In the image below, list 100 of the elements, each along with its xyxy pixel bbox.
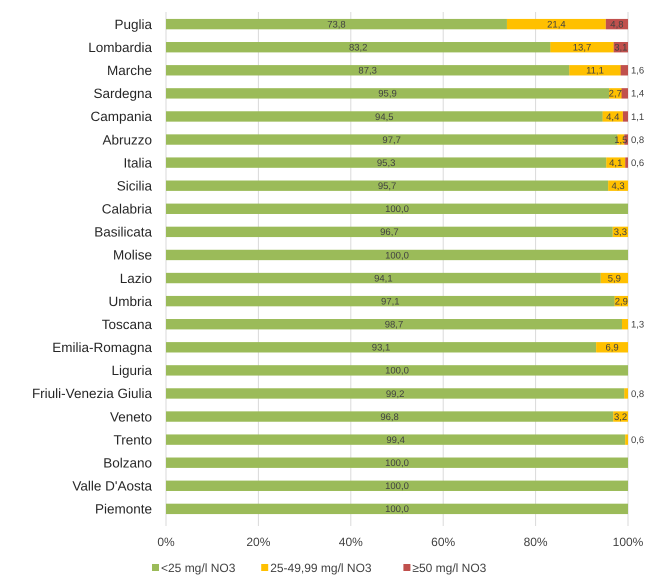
data-label: 73,8: [327, 19, 346, 30]
x-tick-label: 100%: [612, 535, 644, 550]
data-label: 100,0: [385, 504, 409, 516]
y-tick-label: Piemonte: [94, 502, 152, 517]
bar: [166, 411, 614, 422]
data-label: 93,1: [372, 342, 390, 354]
bar: [166, 296, 615, 306]
bar: [622, 88, 628, 99]
data-label: 97,1: [381, 296, 400, 308]
bar: [166, 388, 624, 399]
bar: [166, 226, 613, 238]
data-label: 13,7: [572, 42, 592, 54]
bar: [166, 157, 606, 168]
data-label: 97,7: [382, 134, 401, 146]
y-tick-label: Liguria: [111, 363, 152, 378]
data-label: 2,7: [608, 88, 622, 100]
bar: [166, 342, 596, 352]
bar: [625, 157, 628, 168]
x-tick-label: 80%: [524, 535, 548, 550]
y-tick-label: Lombardia: [88, 40, 152, 55]
data-label: 95,9: [378, 88, 397, 100]
x-tick-label: 20%: [246, 535, 271, 550]
data-label: 3,2: [614, 412, 628, 423]
data-label: 6,9: [605, 342, 619, 354]
data-label: 2,9: [614, 296, 628, 308]
data-label: 87,3: [358, 66, 377, 77]
data-label: 100,0: [385, 250, 409, 262]
data-label: 4,1: [609, 158, 622, 169]
y-tick-label: Bolzano: [103, 455, 152, 470]
y-tick-label: Puglia: [114, 16, 152, 32]
bar: [166, 18, 507, 30]
y-tick-label: Basilicata: [94, 224, 152, 240]
y-tick-label: Friuli-Venezia Giulia: [32, 386, 152, 402]
y-tick-label: Valle D'Aosta: [72, 478, 152, 494]
data-label: 4,3: [611, 181, 625, 192]
data-label: 100,0: [385, 366, 409, 377]
bar: [622, 111, 628, 122]
data-label: 100,0: [385, 204, 409, 216]
y-tick-label: Trento: [113, 432, 152, 448]
data-label: 100,0: [385, 481, 409, 492]
y-tick-label: Marche: [106, 63, 152, 78]
data-label: 0,6: [631, 434, 644, 446]
x-tick-label: 0%: [157, 535, 175, 550]
y-tick-label: Emilia-Romagna: [52, 340, 152, 356]
y-tick-label: Sardegna: [93, 86, 152, 102]
y-tick-label: Calabria: [102, 202, 152, 217]
bar: [166, 250, 628, 260]
data-label: 3,3: [614, 227, 627, 238]
data-label: 100,0: [385, 458, 409, 470]
data-label: 96,7: [380, 227, 399, 238]
bar: [166, 65, 570, 76]
bar: [166, 204, 628, 214]
x-tick-label: 60%: [431, 535, 456, 550]
data-label: 0,8: [631, 388, 644, 400]
data-label: 95,3: [376, 158, 396, 169]
y-tick-label: Umbria: [108, 294, 152, 309]
bar: [166, 111, 603, 122]
y-tick-label: Veneto: [110, 409, 152, 424]
bar: [166, 319, 622, 330]
y-tick-label: Toscana: [102, 316, 152, 332]
data-label: 5,9: [608, 273, 621, 284]
legend-label: 25-49,99 mg/l NO3: [270, 561, 372, 576]
bar: [166, 42, 550, 52]
y-tick-label: Molise: [112, 248, 152, 263]
y-tick-label: Campania: [90, 109, 152, 124]
bar: [624, 388, 628, 399]
data-label: 99,2: [386, 388, 404, 400]
bar: [622, 319, 628, 330]
y-tick-label: Lazio: [120, 270, 152, 286]
bar: [569, 65, 621, 76]
bar: [506, 18, 606, 30]
data-label: 21,4: [547, 19, 566, 30]
y-tick-label: Italia: [123, 155, 152, 170]
bar: [166, 434, 626, 445]
y-tick-label: Abruzzo: [102, 132, 152, 148]
legend-label: ≥50 mg/l NO3: [412, 561, 487, 576]
bar: [625, 434, 628, 445]
data-label: 1,4: [631, 88, 644, 100]
data-label: 94,5: [375, 112, 394, 123]
data-label: 98,7: [384, 320, 404, 331]
data-label: 4,4: [606, 112, 620, 123]
data-label: 99,4: [386, 434, 405, 446]
y-tick-label: Sicilia: [116, 178, 152, 194]
x-tick-label: 40%: [338, 535, 364, 550]
data-label: 0,8: [631, 134, 644, 146]
data-label: 0,6: [631, 158, 644, 169]
data-label: 11,1: [586, 66, 604, 77]
bar: [166, 365, 628, 376]
bar: [166, 272, 601, 284]
data-label: 1,3: [631, 320, 644, 331]
data-label: 83,2: [348, 42, 368, 54]
legend-label: <25 mg/l NO3: [161, 561, 236, 576]
bar: [166, 480, 628, 491]
data-label: 3,1: [614, 42, 628, 54]
data-label: 94,1: [374, 273, 393, 284]
bar: [166, 88, 610, 99]
data-label: 1,6: [631, 66, 644, 77]
data-label: 4,8: [610, 19, 624, 30]
bar: [166, 180, 608, 191]
bar: [166, 504, 628, 514]
